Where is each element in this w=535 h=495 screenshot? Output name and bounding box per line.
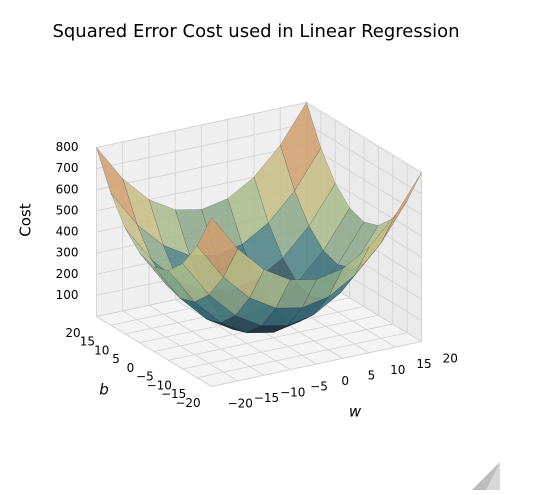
grid-line	[306, 102, 422, 173]
x-tick-label: −20	[228, 397, 253, 411]
y-tick-label: 0	[127, 361, 135, 375]
chart-title: Squared Error Cost used in Linear Regres…	[52, 21, 459, 42]
grid-line	[211, 341, 422, 387]
x-tick-label: 10	[390, 363, 405, 377]
z-tick-label: 700	[56, 161, 79, 175]
z-tick-label: 300	[56, 246, 79, 260]
y-tick-label: 10	[94, 343, 109, 357]
z-tick-label: 400	[56, 225, 79, 239]
y-tick-label: −15	[161, 387, 186, 401]
grid-line	[197, 332, 408, 379]
x-tick-label: 0	[341, 374, 349, 388]
y-tick-label: −10	[147, 378, 172, 392]
z-tick-label: 800	[56, 140, 79, 154]
grid-line	[96, 102, 307, 148]
surface-patch	[196, 217, 239, 278]
surface-patch	[223, 248, 265, 299]
surface-patch	[153, 266, 196, 303]
x-tick-label: −15	[254, 391, 279, 405]
grid-line	[168, 314, 379, 361]
grid-line	[96, 123, 307, 170]
x-axis-label: w	[349, 403, 362, 421]
surface-patch	[139, 252, 181, 299]
grid-line	[182, 323, 393, 370]
surface-patch	[182, 245, 224, 296]
x-tick-label: −10	[280, 385, 305, 399]
x-tick-label: 20	[443, 352, 458, 366]
surface	[96, 101, 422, 334]
surface-patch	[249, 269, 291, 309]
y-tick-label: 20	[65, 326, 80, 340]
page-corner	[472, 462, 500, 490]
y-tick-label: −20	[175, 396, 200, 410]
y-tick-label: −5	[136, 370, 154, 384]
z-axis-label: Cost	[17, 203, 35, 236]
y-tick-label: 15	[80, 335, 95, 349]
x-tick-label: 15	[416, 357, 431, 371]
grid-line	[96, 144, 307, 191]
z-tick-label: 200	[56, 267, 79, 281]
grid-line	[306, 144, 422, 216]
x-tick-label: 5	[368, 368, 376, 382]
z-tick-label: 600	[56, 182, 79, 196]
grid-line	[306, 123, 422, 194]
z-tick-label: 100	[56, 288, 79, 302]
x-tick-label: −5	[310, 380, 328, 394]
y-tick-label: 5	[112, 352, 120, 366]
surface-patch	[96, 147, 138, 225]
z-tick-label: 500	[56, 203, 79, 217]
y-axis-label: b	[99, 381, 109, 399]
surface-patch	[110, 193, 152, 260]
surface-patch	[167, 263, 210, 303]
